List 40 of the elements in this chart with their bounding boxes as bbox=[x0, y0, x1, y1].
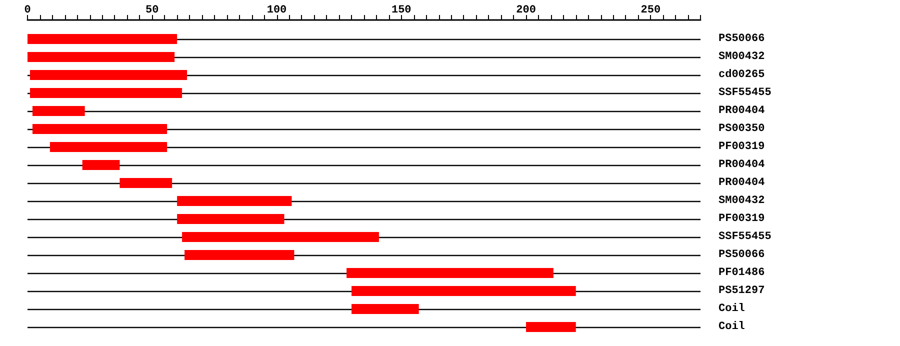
bar bbox=[50, 142, 168, 152]
bar bbox=[30, 70, 188, 80]
y-tick-label: PF00319 bbox=[718, 141, 765, 153]
bar bbox=[352, 286, 576, 296]
bar bbox=[32, 124, 168, 134]
bar bbox=[177, 214, 284, 224]
bar bbox=[352, 304, 419, 314]
y-tick-label: PF01486 bbox=[718, 267, 765, 279]
y-tick-label: PR00404 bbox=[718, 105, 766, 117]
y-tick-label: SM00432 bbox=[718, 195, 765, 207]
x-tick-label: 50 bbox=[146, 4, 159, 16]
y-tick-label: PR00404 bbox=[718, 159, 766, 171]
y-tick-label: PS50066 bbox=[718, 33, 765, 45]
y-tick-label: SSF55455 bbox=[718, 231, 772, 243]
bar bbox=[526, 322, 576, 332]
bar bbox=[28, 34, 178, 44]
y-tick-label: PS00350 bbox=[718, 123, 765, 135]
bar bbox=[30, 88, 182, 98]
y-tick-label: Coil bbox=[718, 303, 746, 315]
y-tick-label: PR00404 bbox=[718, 177, 766, 189]
bar bbox=[177, 196, 292, 206]
y-tick-label: SM00432 bbox=[718, 51, 765, 63]
bar bbox=[82, 160, 120, 170]
y-tick-label: PS50066 bbox=[718, 249, 765, 261]
y-tick-label: PS51297 bbox=[718, 285, 765, 297]
y-tick-label: PF00319 bbox=[718, 213, 765, 225]
bar bbox=[28, 52, 175, 62]
x-tick-label: 0 bbox=[24, 4, 31, 16]
bar bbox=[120, 178, 172, 188]
x-tick-label: 200 bbox=[516, 4, 536, 16]
y-tick-label: Coil bbox=[718, 321, 746, 333]
bar bbox=[184, 250, 294, 260]
x-tick-label: 100 bbox=[266, 4, 287, 16]
bar bbox=[346, 268, 554, 278]
y-tick-label: SSF55455 bbox=[718, 87, 772, 99]
x-tick-label: 250 bbox=[640, 4, 661, 16]
bar bbox=[182, 232, 379, 242]
y-tick-label: cd00265 bbox=[718, 69, 766, 81]
x-tick-label: 150 bbox=[391, 4, 412, 16]
bar bbox=[32, 106, 85, 116]
